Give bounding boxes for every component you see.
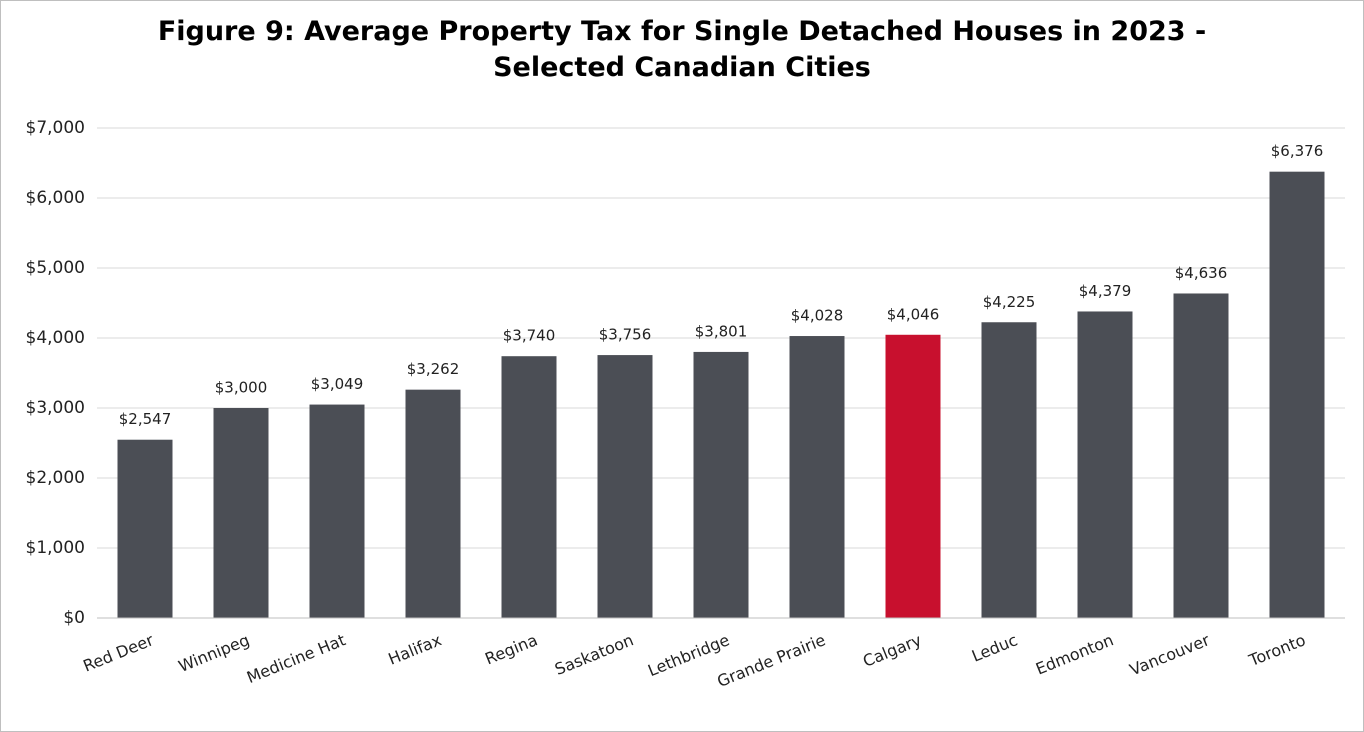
bar [1077, 311, 1133, 618]
bar [693, 351, 749, 618]
y-tick-label: $7,000 [26, 118, 85, 138]
bar [1269, 171, 1325, 618]
data-label: $4,028 [791, 307, 844, 325]
x-tick-label: Saskatoon [552, 630, 636, 679]
y-tick-label: $4,000 [26, 328, 85, 348]
y-tick-label: $3,000 [26, 398, 85, 418]
y-tick-label: $2,000 [26, 468, 85, 488]
x-tick-label: Leduc [969, 630, 1020, 665]
data-label: $2,547 [119, 410, 172, 428]
data-label: $3,049 [311, 375, 364, 393]
bar [981, 322, 1037, 618]
x-tick-label: Toronto [1245, 630, 1308, 670]
x-tick-label: Medicine Hat [244, 630, 348, 687]
x-tick-label: Grande Prairie [714, 630, 828, 691]
data-label: $4,379 [1079, 282, 1132, 300]
y-tick-label: $5,000 [26, 258, 85, 278]
bar [117, 439, 173, 618]
y-tick-label: $1,000 [26, 538, 85, 558]
bar [1173, 293, 1229, 618]
bar [789, 336, 845, 618]
bar [501, 356, 557, 618]
data-label: $3,000 [215, 379, 268, 397]
chart-title: Figure 9: Average Property Tax for Singl… [157, 16, 1207, 83]
bar [405, 389, 461, 618]
data-label: $4,225 [983, 293, 1036, 311]
x-tick-label: Vancouver [1127, 630, 1213, 679]
data-label: $3,740 [503, 327, 556, 345]
bar [597, 355, 653, 618]
data-label: $6,376 [1271, 142, 1324, 160]
x-tick-label: Winnipeg [176, 630, 252, 676]
bar [309, 404, 365, 618]
x-tick-label: Calgary [860, 630, 924, 671]
data-label: $4,046 [887, 305, 940, 323]
y-tick-label: $0 [63, 608, 85, 628]
x-tick-label: Edmonton [1033, 630, 1116, 678]
x-tick-label: Red Deer [80, 630, 156, 676]
bar [885, 334, 941, 618]
data-label: $3,801 [695, 322, 748, 340]
y-tick-label: $6,000 [26, 188, 85, 208]
bar [213, 408, 269, 618]
data-label: $4,636 [1175, 264, 1228, 282]
x-tick-label: Halifax [385, 630, 444, 668]
data-label: $3,756 [599, 326, 652, 344]
data-label: $3,262 [407, 360, 460, 378]
x-tick-label: Regina [482, 630, 540, 668]
